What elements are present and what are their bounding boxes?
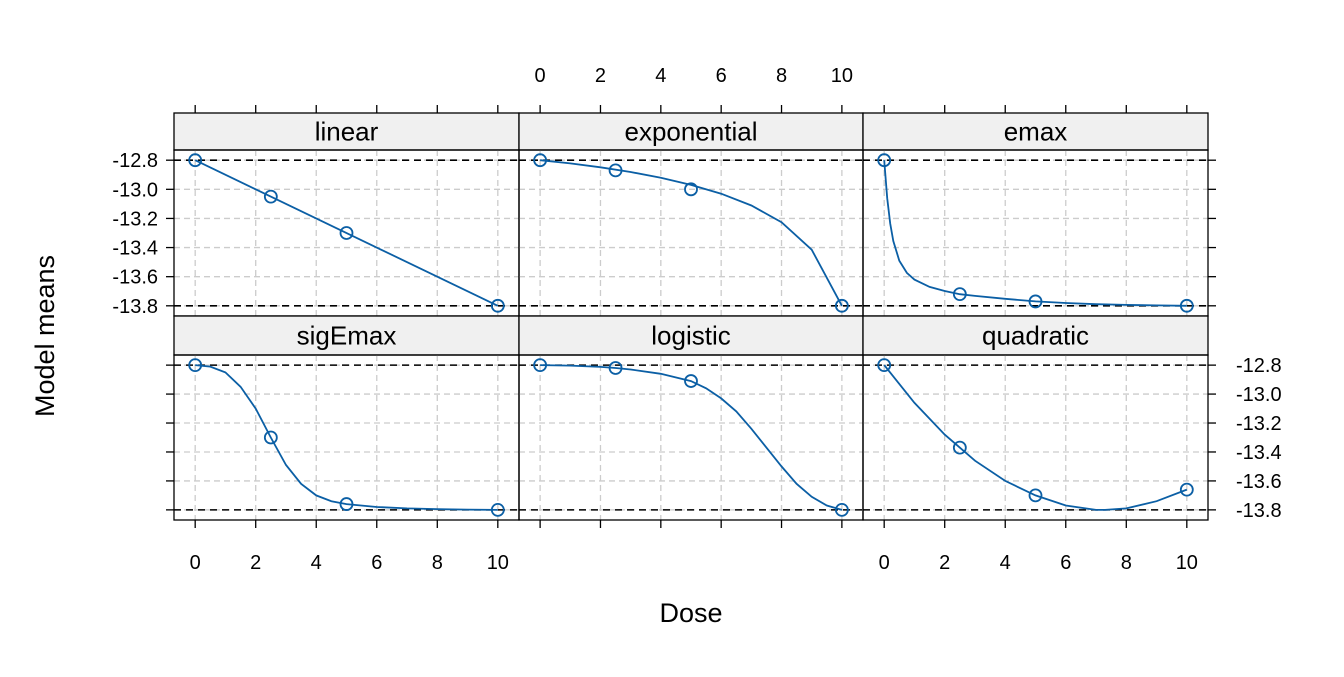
strip-sigEmax <box>173 315 520 356</box>
x-tick-label: 6 <box>371 552 382 574</box>
panel-border <box>862 354 1209 521</box>
y-tick-label: -13.2 <box>112 208 158 230</box>
data-point <box>1028 488 1043 503</box>
strip-linear <box>173 112 520 151</box>
panel-border <box>518 354 864 521</box>
strip-label-sigEmax: sigEmax <box>297 321 397 351</box>
data-point <box>1179 482 1194 497</box>
data-point <box>608 361 623 375</box>
data-point <box>684 182 698 197</box>
x-axis-title: Dose <box>659 598 722 628</box>
data-point <box>877 358 892 373</box>
series-line-linear <box>194 159 499 307</box>
panel-border <box>173 354 520 521</box>
strip-label-logistic: logistic <box>651 321 730 351</box>
panel-exponential: exponential <box>518 112 864 317</box>
data-point <box>490 502 505 517</box>
x-tick-label: 4 <box>311 552 322 574</box>
data-point <box>533 153 548 168</box>
x-tick-label: 0 <box>879 552 890 574</box>
strip-logistic <box>518 315 864 356</box>
series-line-emax <box>883 160 1187 307</box>
y-tick-label: -13.6 <box>1236 471 1282 493</box>
x-tick-label: 8 <box>1121 552 1132 574</box>
strip-quadratic <box>862 315 1209 356</box>
x-tick-label: 2 <box>939 552 950 574</box>
data-point <box>877 153 892 168</box>
series-line-quadratic <box>883 364 1188 511</box>
strip-label-emax: emax <box>1004 117 1068 147</box>
panel-sigEmax: sigEmax <box>173 315 520 521</box>
data-point <box>834 502 849 517</box>
data-point <box>684 374 698 388</box>
data-point <box>339 226 354 240</box>
data-point <box>952 287 967 302</box>
x-tick-label: 10 <box>1176 552 1198 574</box>
series-line-exponential <box>540 159 843 307</box>
data-point <box>490 298 505 313</box>
data-point <box>1028 294 1043 309</box>
x-tick-label: 4 <box>655 65 666 87</box>
x-tick-label: 6 <box>716 65 727 87</box>
y-tick-label: -13.8 <box>1236 500 1282 522</box>
panel-emax: emax <box>862 112 1209 317</box>
x-tick-label: 4 <box>1000 552 1011 574</box>
panel-quadratic: quadratic <box>862 315 1209 521</box>
panel-border <box>518 149 864 317</box>
y-tick-label: -13.4 <box>112 238 158 260</box>
x-tick-label: 2 <box>250 552 261 574</box>
data-point <box>188 153 203 168</box>
x-tick-label: 8 <box>432 552 443 574</box>
data-point <box>1179 298 1194 313</box>
x-tick-label: 10 <box>487 552 509 574</box>
strip-emax <box>862 112 1209 151</box>
panel-linear: linear <box>173 112 520 317</box>
data-point <box>263 189 278 204</box>
y-tick-label: -12.8 <box>112 150 158 172</box>
data-point <box>339 497 354 511</box>
panel-border <box>862 149 1209 317</box>
panel-logistic: logistic <box>518 315 864 521</box>
x-tick-label: 2 <box>595 65 606 87</box>
data-point <box>533 358 548 373</box>
y-axis-title: Model means <box>30 255 60 417</box>
y-tick-label: -13.0 <box>1236 384 1282 406</box>
data-point <box>263 430 278 445</box>
data-point <box>608 163 623 178</box>
strip-exponential <box>518 112 864 151</box>
data-point <box>834 298 849 313</box>
data-point <box>952 440 967 455</box>
y-tick-label: -13.2 <box>1236 413 1282 435</box>
x-tick-label: 6 <box>1060 552 1071 574</box>
y-tick-label: -13.8 <box>112 296 158 318</box>
series-line-sigEmax <box>195 364 498 511</box>
strip-label-linear: linear <box>315 117 379 147</box>
y-tick-label: -13.6 <box>112 267 158 289</box>
y-tick-label: -13.0 <box>112 179 158 201</box>
strip-label-quadratic: quadratic <box>982 321 1089 351</box>
x-tick-label: 0 <box>535 65 546 87</box>
strip-label-exponential: exponential <box>625 117 758 147</box>
y-tick-label: -13.4 <box>1236 442 1282 464</box>
series-line-logistic <box>540 364 843 511</box>
x-tick-label: 0 <box>190 552 201 574</box>
x-tick-label: 10 <box>831 65 853 87</box>
x-tick-label: 8 <box>776 65 787 87</box>
data-point <box>188 358 203 373</box>
y-tick-label: -12.8 <box>1236 355 1282 377</box>
